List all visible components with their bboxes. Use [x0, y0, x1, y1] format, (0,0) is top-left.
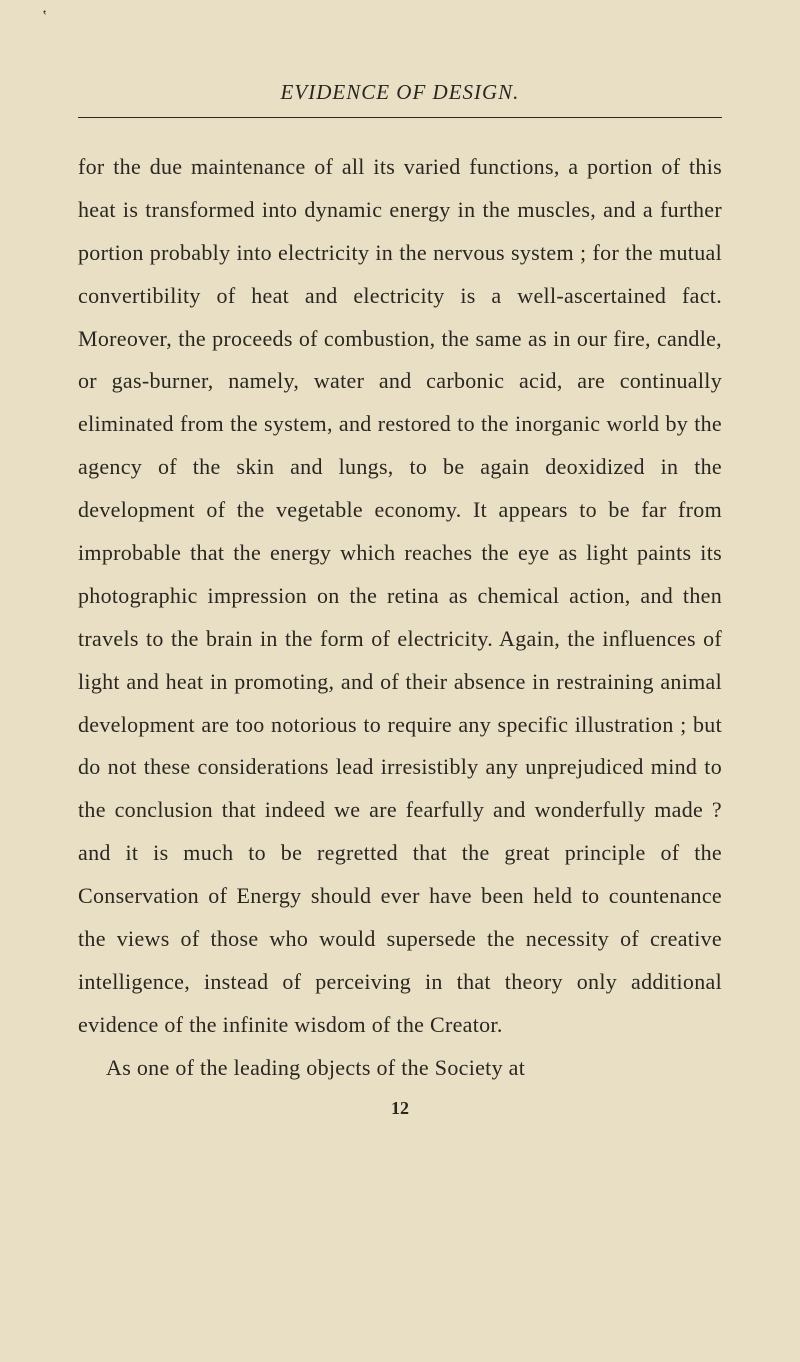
corner-mark: ‛: [42, 8, 47, 26]
page-container: EVIDENCE OF DESIGN. for the due maintena…: [0, 0, 800, 1159]
paragraph-1: for the due maintenance of all its varie…: [78, 146, 722, 1047]
header-rule: [78, 117, 722, 118]
paragraph-2: As one of the leading objects of the Soc…: [78, 1047, 722, 1090]
page-number: 12: [78, 1098, 722, 1119]
body-text: for the due maintenance of all its varie…: [78, 146, 722, 1090]
page-header-title: EVIDENCE OF DESIGN.: [78, 80, 722, 105]
